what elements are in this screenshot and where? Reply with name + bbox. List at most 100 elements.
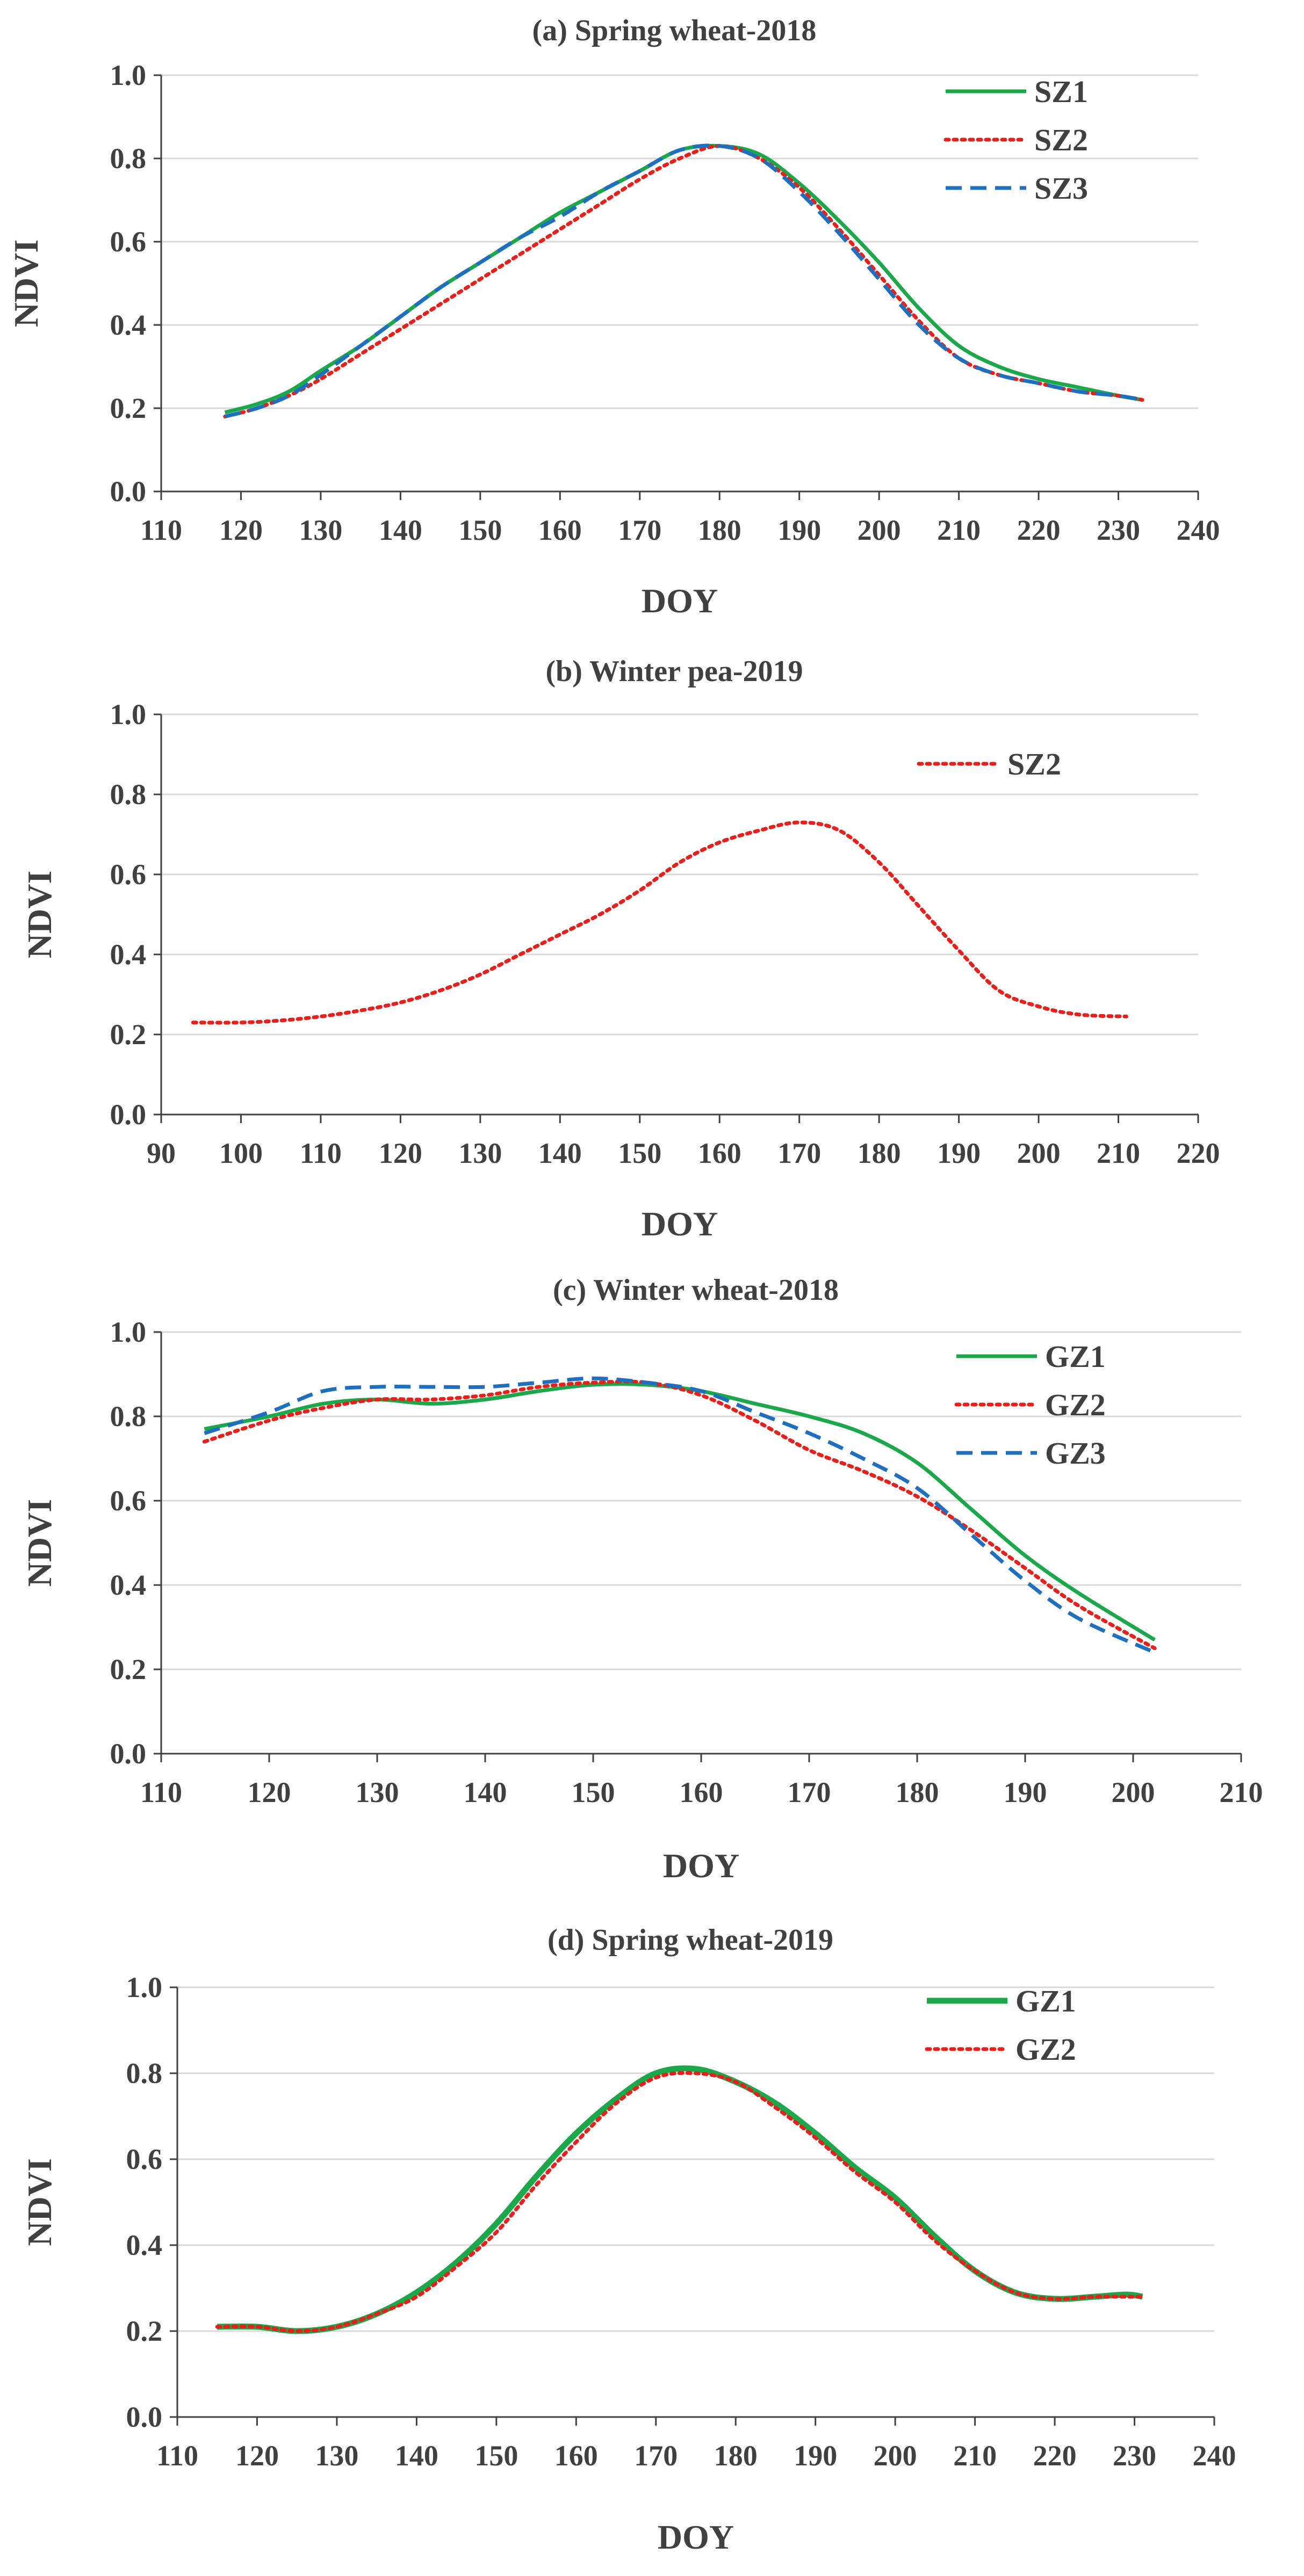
x-tick-label: 120	[379, 1137, 422, 1169]
x-tick-label: 100	[219, 1137, 263, 1169]
x-tick-label: 180	[858, 1137, 901, 1169]
x-tick-label: 130	[299, 514, 342, 546]
x-tick-label: 110	[140, 1776, 182, 1808]
x-axis-label: DOY	[642, 1205, 718, 1243]
x-axis-label: DOY	[663, 1847, 739, 1885]
legend-label-gz2: GZ2	[1015, 2032, 1076, 2067]
series-line-gz2	[202, 1379, 1157, 1651]
x-tick-label: 210	[953, 2440, 997, 2472]
x-tick-label: 110	[140, 514, 182, 546]
x-tick-label: 140	[379, 514, 422, 546]
chart-title: (a) Spring wheat-2018	[532, 14, 817, 47]
x-tick-label: 160	[554, 2440, 598, 2472]
series-line-gz1	[217, 2065, 1143, 2334]
y-axis-label: NDVI	[7, 240, 45, 328]
x-tick-label: 180	[896, 1776, 939, 1808]
x-tick-label: 220	[1017, 514, 1061, 546]
x-tick-label: 90	[147, 1137, 176, 1169]
x-tick-label: 190	[777, 514, 821, 546]
x-tick-label: 200	[1017, 1137, 1061, 1169]
chart-title: (b) Winter pea-2019	[545, 655, 803, 688]
x-tick-label: 240	[1193, 2440, 1236, 2472]
x-tick-label: 230	[1113, 2440, 1156, 2472]
x-tick-label: 190	[1004, 1776, 1047, 1808]
x-tick-label: 180	[714, 2440, 758, 2472]
x-tick-label: 210	[1220, 1776, 1263, 1808]
x-tick-label: 150	[474, 2440, 518, 2472]
y-tick-label: 1.0	[110, 698, 147, 730]
series-line-sz2	[223, 144, 1144, 418]
y-tick-label: 0.2	[110, 1653, 147, 1685]
x-tick-label: 160	[538, 514, 582, 546]
series-line-sz2	[191, 820, 1128, 1025]
y-tick-label: 0.6	[126, 2143, 163, 2175]
x-tick-label: 220	[1033, 2440, 1077, 2472]
x-tick-label: 170	[634, 2440, 678, 2472]
y-tick-label: 0.4	[110, 938, 147, 971]
x-tick-label: 140	[538, 1137, 582, 1169]
x-tick-label: 130	[458, 1137, 502, 1169]
y-tick-label: 0.6	[110, 858, 147, 891]
x-tick-label: 130	[356, 1776, 399, 1808]
x-tick-label: 130	[315, 2440, 358, 2472]
y-tick-label: 0.6	[110, 226, 147, 258]
x-tick-label: 120	[219, 514, 263, 546]
chart-panel-3: 0.0 0.2 0.4 0.6 0.8 1.0 110 120 130 140 150 160 170 1…	[20, 1273, 1263, 1885]
x-tick-label: 110	[300, 1137, 342, 1169]
y-tick-label: 0.8	[110, 778, 147, 811]
x-tick-label: 160	[680, 1776, 723, 1808]
x-tick-label: 210	[937, 514, 981, 546]
y-tick-label: 0.6	[110, 1485, 147, 1517]
x-tick-label: 200	[858, 514, 901, 546]
series-line-gz2	[215, 2071, 1144, 2333]
chart-panel-2: 0.0 0.2 0.4 0.6 0.8 1.0 90 100 110 120 130 140 150 16…	[20, 655, 1220, 1243]
series-line-gz3	[204, 1376, 1156, 1654]
y-tick-label: 0.8	[110, 1400, 147, 1432]
y-tick-label: 0.4	[110, 1569, 147, 1601]
legend-label-gz3: GZ3	[1045, 1436, 1106, 1471]
x-tick-label: 150	[618, 1137, 661, 1169]
y-tick-label: 1.0	[110, 1316, 147, 1348]
x-tick-label: 210	[1097, 1137, 1140, 1169]
y-axis-label: NDVI	[20, 1499, 59, 1587]
x-tick-label: 120	[248, 1776, 291, 1808]
x-tick-label: 150	[458, 514, 502, 546]
x-tick-label: 220	[1177, 1137, 1220, 1169]
x-tick-label: 190	[937, 1137, 981, 1169]
series-line-gz1	[204, 1382, 1156, 1642]
y-tick-label: 0.4	[126, 2229, 163, 2261]
x-tick-label: 230	[1097, 514, 1140, 546]
legend-label-sz2: SZ2	[1034, 122, 1088, 157]
y-tick-label: 0.8	[110, 142, 147, 175]
x-tick-label: 200	[1112, 1776, 1155, 1808]
legend-label-sz1: SZ1	[1034, 74, 1088, 109]
x-axis-label: DOY	[642, 582, 718, 620]
y-tick-label: 1.0	[126, 1971, 163, 2003]
x-tick-label: 170	[618, 514, 661, 546]
x-tick-label: 170	[788, 1776, 831, 1808]
y-tick-label: 0.0	[110, 1738, 147, 1770]
x-tick-label: 110	[156, 2440, 198, 2472]
y-axis-label: NDVI	[20, 871, 59, 959]
y-axis-label: NDVI	[20, 2158, 59, 2246]
x-tick-label: 170	[777, 1137, 821, 1169]
x-tick-label: 180	[698, 514, 741, 546]
legend-label-gz1: GZ1	[1015, 1984, 1076, 2018]
legend-label-gz2: GZ2	[1045, 1387, 1106, 1422]
x-tick-label: 150	[572, 1776, 615, 1808]
x-tick-label: 240	[1177, 514, 1220, 546]
y-tick-label: 0.2	[110, 1018, 147, 1051]
series-line-sz1	[224, 143, 1143, 415]
y-tick-label: 0.0	[110, 1098, 147, 1131]
chart-title: (c) Winter wheat-2018	[553, 1273, 839, 1307]
x-tick-label: 190	[794, 2440, 837, 2472]
y-tick-label: 1.0	[110, 59, 147, 91]
chart-title: (d) Spring wheat-2019	[547, 1923, 833, 1957]
x-tick-label: 140	[395, 2440, 438, 2472]
legend-label-sz2: SZ2	[1007, 747, 1061, 782]
y-tick-label: 0.2	[110, 392, 147, 424]
y-tick-label: 0.0	[110, 475, 147, 508]
legend-label-sz3: SZ3	[1034, 171, 1088, 206]
x-axis-label: DOY	[658, 2518, 734, 2556]
